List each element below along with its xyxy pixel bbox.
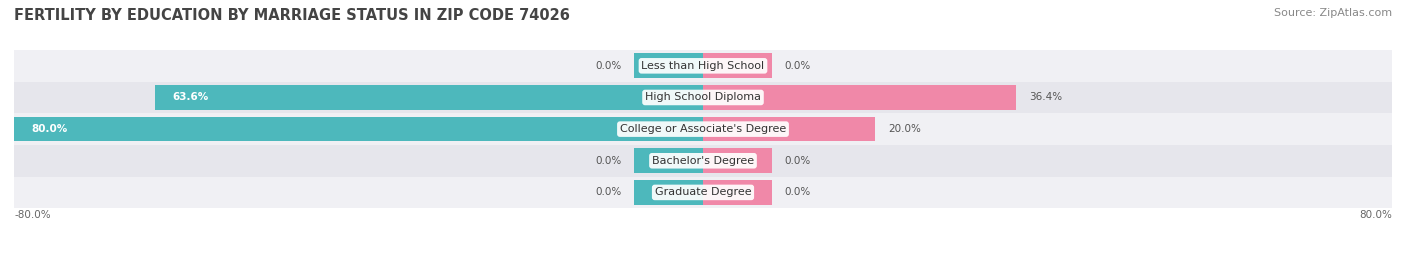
Text: Less than High School: Less than High School bbox=[641, 61, 765, 71]
Bar bbox=[14, 113, 1392, 145]
Bar bbox=[14, 117, 703, 141]
Text: College or Associate's Degree: College or Associate's Degree bbox=[620, 124, 786, 134]
Text: -80.0%: -80.0% bbox=[14, 210, 51, 220]
Text: 80.0%: 80.0% bbox=[31, 124, 67, 134]
Bar bbox=[634, 54, 703, 78]
Text: 0.0%: 0.0% bbox=[785, 156, 811, 166]
Bar bbox=[14, 176, 1392, 208]
Bar bbox=[14, 50, 1392, 82]
Text: High School Diploma: High School Diploma bbox=[645, 93, 761, 102]
Text: FERTILITY BY EDUCATION BY MARRIAGE STATUS IN ZIP CODE 74026: FERTILITY BY EDUCATION BY MARRIAGE STATU… bbox=[14, 8, 569, 23]
Bar bbox=[155, 85, 703, 110]
Text: 63.6%: 63.6% bbox=[173, 93, 208, 102]
Legend: Married, Unmarried: Married, Unmarried bbox=[621, 266, 785, 269]
Text: 20.0%: 20.0% bbox=[889, 124, 921, 134]
Text: 0.0%: 0.0% bbox=[785, 61, 811, 71]
Text: 80.0%: 80.0% bbox=[1360, 210, 1392, 220]
Bar bbox=[14, 145, 1392, 176]
Bar bbox=[703, 117, 875, 141]
Text: 36.4%: 36.4% bbox=[1029, 93, 1063, 102]
Bar bbox=[703, 54, 772, 78]
Text: Source: ZipAtlas.com: Source: ZipAtlas.com bbox=[1274, 8, 1392, 18]
Bar bbox=[703, 180, 772, 205]
Bar bbox=[634, 148, 703, 173]
Text: 0.0%: 0.0% bbox=[785, 187, 811, 197]
Bar bbox=[634, 180, 703, 205]
Text: 0.0%: 0.0% bbox=[595, 61, 621, 71]
Bar bbox=[703, 148, 772, 173]
Bar bbox=[14, 82, 1392, 113]
Text: 0.0%: 0.0% bbox=[595, 156, 621, 166]
Bar bbox=[703, 85, 1017, 110]
Text: 0.0%: 0.0% bbox=[595, 187, 621, 197]
Text: Bachelor's Degree: Bachelor's Degree bbox=[652, 156, 754, 166]
Text: Graduate Degree: Graduate Degree bbox=[655, 187, 751, 197]
